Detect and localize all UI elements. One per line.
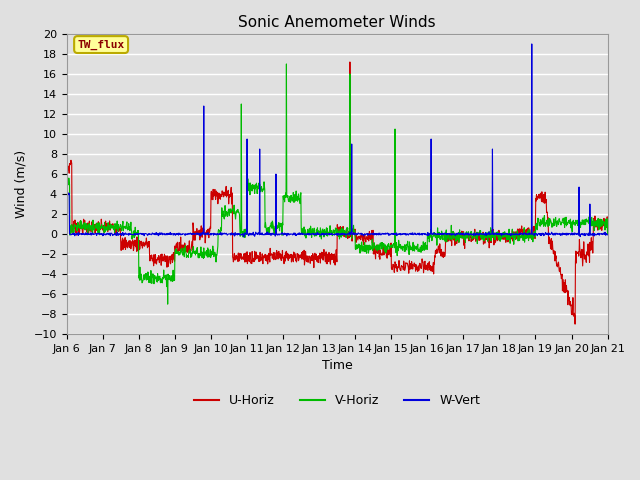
Line: U-Horiz: U-Horiz <box>67 62 607 324</box>
V-Horiz <box>314 230 322 236</box>
U-Horiz <box>105 224 113 230</box>
W-Vert <box>604 232 611 238</box>
V-Horiz <box>304 230 312 236</box>
U-Horiz <box>346 59 354 65</box>
U-Horiz <box>572 321 579 327</box>
W-Vert <box>371 230 379 236</box>
Legend: U-Horiz, V-Horiz, W-Vert: U-Horiz, V-Horiz, W-Vert <box>189 389 485 412</box>
W-Vert <box>304 232 312 238</box>
U-Horiz <box>303 254 311 260</box>
Line: W-Vert: W-Vert <box>67 44 607 237</box>
V-Horiz <box>283 61 291 67</box>
W-Vert <box>314 229 321 235</box>
W-Vert <box>127 231 134 237</box>
X-axis label: Time: Time <box>322 360 353 372</box>
V-Horiz <box>63 182 70 188</box>
V-Horiz <box>164 301 172 307</box>
U-Horiz <box>63 158 70 164</box>
V-Horiz <box>127 223 134 229</box>
U-Horiz <box>371 248 379 253</box>
Line: V-Horiz: V-Horiz <box>67 64 607 304</box>
U-Horiz <box>127 239 134 245</box>
Y-axis label: Wind (m/s): Wind (m/s) <box>15 150 28 218</box>
W-Vert <box>292 232 300 238</box>
U-Horiz <box>292 256 300 262</box>
V-Horiz <box>105 223 113 228</box>
Title: Sonic Anemometer Winds: Sonic Anemometer Winds <box>238 15 436 30</box>
W-Vert <box>528 41 536 47</box>
W-Vert <box>63 191 70 196</box>
V-Horiz <box>371 246 379 252</box>
V-Horiz <box>604 231 611 237</box>
W-Vert <box>240 234 248 240</box>
U-Horiz <box>604 230 611 236</box>
U-Horiz <box>313 254 321 260</box>
W-Vert <box>105 231 113 237</box>
V-Horiz <box>293 193 301 199</box>
Text: TW_flux: TW_flux <box>77 39 125 49</box>
